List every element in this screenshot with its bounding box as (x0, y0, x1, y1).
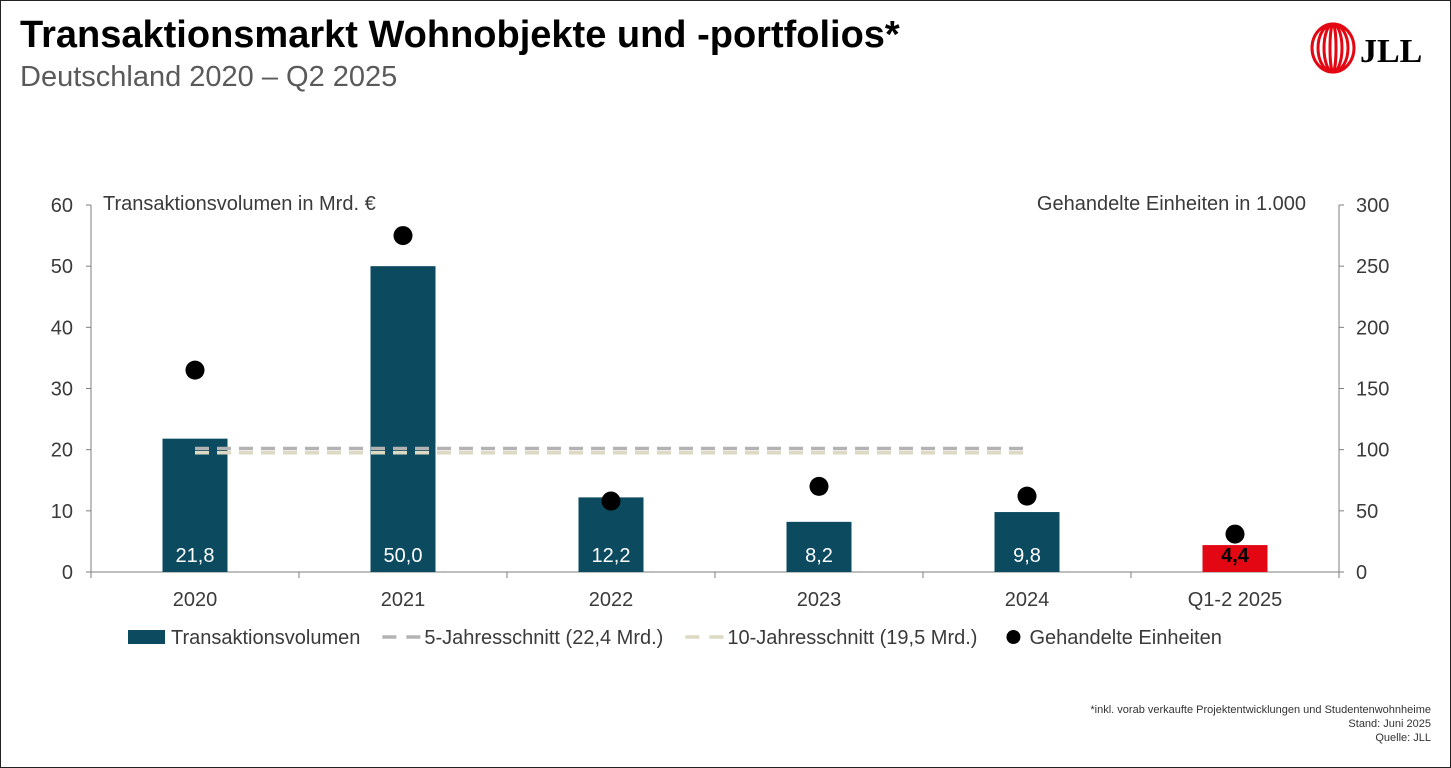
left-tick-label: 10 (51, 501, 73, 523)
units-dot (185, 360, 205, 380)
bar-data-label: 21,8 (176, 545, 215, 567)
left-tick-label: 60 (51, 195, 73, 217)
left-tick-label: 0 (62, 562, 73, 584)
right-tick-label: 200 (1356, 317, 1389, 339)
left-tick-label: 30 (51, 379, 73, 401)
units-dot (1225, 524, 1245, 544)
bar-data-label: 12,2 (592, 545, 631, 567)
chart-average-lines (195, 446, 1027, 455)
footnote-note: *inkl. vorab verkaufte Projektentwicklun… (1090, 704, 1431, 716)
right-tick-label: 250 (1356, 256, 1389, 278)
jll-logo-text: JLL (1360, 33, 1422, 70)
footnote: *inkl. vorab verkaufte Projektentwicklun… (1090, 703, 1431, 745)
right-tick-label: 150 (1356, 379, 1389, 401)
bar-data-label: 9,8 (1013, 545, 1041, 567)
legend-swatch-dot (1006, 630, 1021, 644)
x-tick-label: 2022 (589, 589, 634, 611)
x-tick-label: 2024 (1005, 589, 1050, 611)
page-title: Transaktionsmarkt Wohnobjekte und -portf… (20, 14, 900, 56)
legend-label: Transaktionsvolumen (171, 627, 360, 649)
bar-q1-2-2025 (1202, 545, 1268, 572)
bar-data-label: 4,4 (1221, 545, 1250, 567)
units-dot (393, 226, 413, 246)
units-dot (809, 476, 829, 496)
bar-data-label: 8,2 (805, 545, 833, 567)
bar-2023 (786, 521, 852, 572)
chart-bars (162, 266, 1268, 572)
units-dot (1017, 486, 1037, 506)
chart-legend: Transaktionsvolumen 5-Jahresschnitt (22,4… (128, 627, 1222, 649)
footnote-source: Quelle: JLL (1375, 732, 1431, 744)
jll-logo-icon: JLL (1310, 22, 1422, 74)
right-tick-label: 0 (1356, 562, 1367, 584)
footnote-date: Stand: Juni 2025 (1348, 718, 1431, 730)
bar-data-label: 50,0 (384, 545, 423, 567)
left-axis-label: Transaktionsvolumen in Mrd. € (103, 193, 376, 215)
bar-2021 (370, 266, 436, 572)
chart-axes: 0 10 20 30 40 50 60 0 50 100 150 200 250 300 2020 2021 2… (51, 195, 1390, 611)
left-tick-label: 20 (51, 440, 73, 462)
x-tick-label: Q1-2 2025 (1188, 589, 1283, 611)
bar-2024 (994, 512, 1060, 572)
left-tick-label: 50 (51, 256, 73, 278)
right-tick-label: 100 (1356, 440, 1389, 462)
right-axis-label: Gehandelte Einheiten in 1.000 (1037, 193, 1306, 215)
x-tick-label: 2020 (173, 589, 218, 611)
x-tick-label: 2023 (797, 589, 842, 611)
page-subtitle: Deutschland 2020 – Q2 2025 (20, 61, 398, 93)
chart-dots (185, 226, 1245, 544)
chart-area: 0 10 20 30 40 50 60 0 50 100 150 200 250 300 2020 2021 2… (51, 193, 1390, 649)
legend-label: 5-Jahresschnitt (22,4 Mrd.) (424, 627, 663, 649)
x-tick-label: 2021 (381, 589, 426, 611)
bar-2020 (162, 438, 228, 572)
left-tick-label: 40 (51, 317, 73, 339)
legend-swatch-bar (128, 630, 165, 644)
jll-logo-mark (1310, 22, 1356, 74)
right-tick-label: 300 (1356, 195, 1389, 217)
units-dot (601, 491, 621, 511)
chart-bar-labels: 21,8 50,0 12,2 8,2 9,8 4,4 (176, 545, 1250, 567)
right-tick-label: 50 (1356, 501, 1378, 523)
legend-label: Gehandelte Einheiten (1029, 627, 1221, 649)
legend-label: 10-Jahresschnitt (19,5 Mrd.) (727, 627, 977, 649)
